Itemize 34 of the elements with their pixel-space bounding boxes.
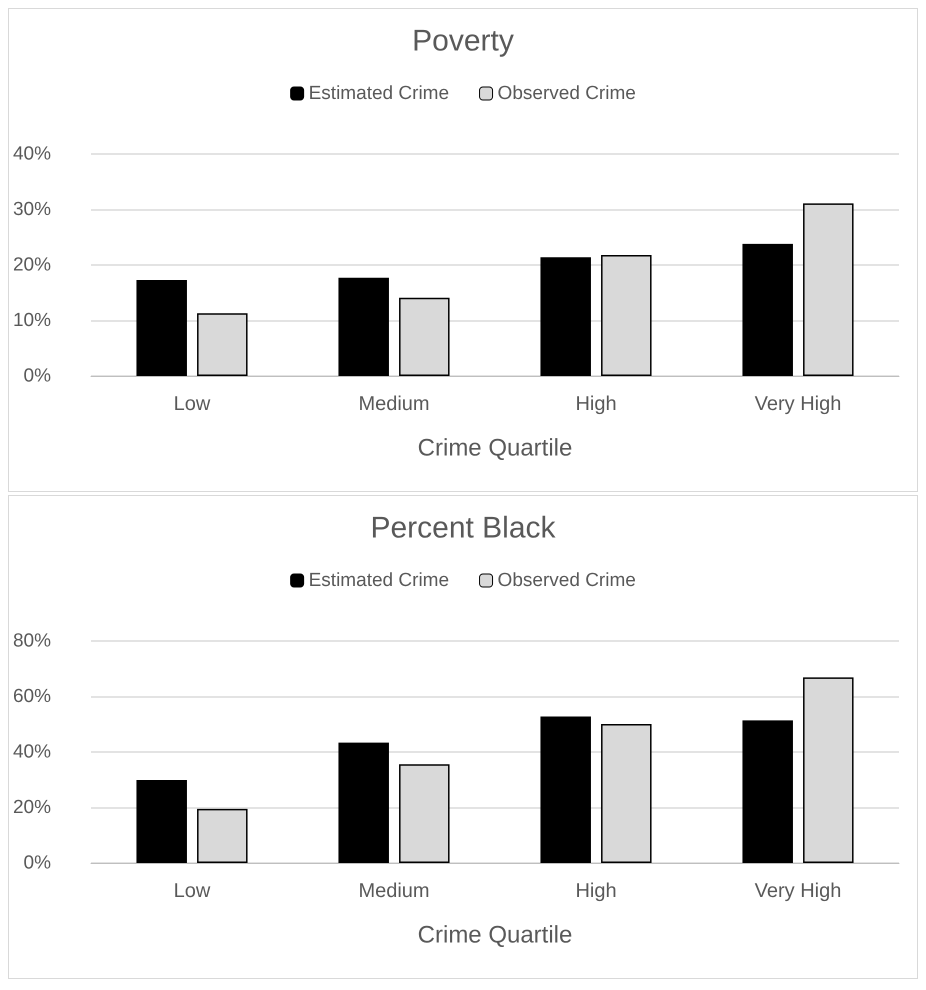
bar: [540, 716, 591, 863]
bar: [742, 244, 793, 376]
x-tick-label: High: [575, 393, 617, 415]
legend-label: Estimated Crime: [308, 83, 450, 104]
y-tick-label: 30%: [12, 199, 52, 220]
y-tick-label: 20%: [12, 797, 52, 818]
bar: [540, 257, 591, 376]
y-tick-label: 40%: [12, 144, 52, 164]
chart-title: Percent Black: [370, 512, 557, 544]
y-tick-label: 80%: [12, 630, 52, 652]
x-axis-title: Crime Quartile: [418, 922, 572, 948]
y-tick-label: 0%: [24, 366, 52, 386]
y-tick-label: 40%: [12, 742, 52, 762]
legend-label: Observed Crime: [498, 570, 636, 591]
x-tick-label: Low: [174, 880, 211, 902]
bar: [338, 278, 389, 376]
legend-label: Observed Crime: [498, 83, 636, 104]
bar: [136, 280, 187, 376]
bar: [742, 720, 793, 863]
x-tick-label: High: [575, 880, 617, 902]
y-tick-label: 60%: [12, 686, 52, 707]
x-axis-title: Crime Quartile: [418, 434, 572, 462]
y-tick-label: 20%: [12, 254, 52, 276]
legend-label: Estimated Crime: [308, 570, 450, 591]
x-tick-label: Low: [174, 393, 211, 415]
chart-title: Poverty: [412, 24, 514, 58]
x-tick-label: Medium: [358, 880, 430, 902]
x-tick-label: Very High: [754, 393, 842, 415]
y-tick-label: 10%: [12, 310, 52, 331]
x-tick-label: Medium: [358, 393, 430, 415]
x-tick-label: Very High: [754, 880, 842, 902]
bar: [136, 780, 187, 863]
bar: [338, 742, 389, 863]
y-tick-label: 0%: [24, 852, 52, 874]
